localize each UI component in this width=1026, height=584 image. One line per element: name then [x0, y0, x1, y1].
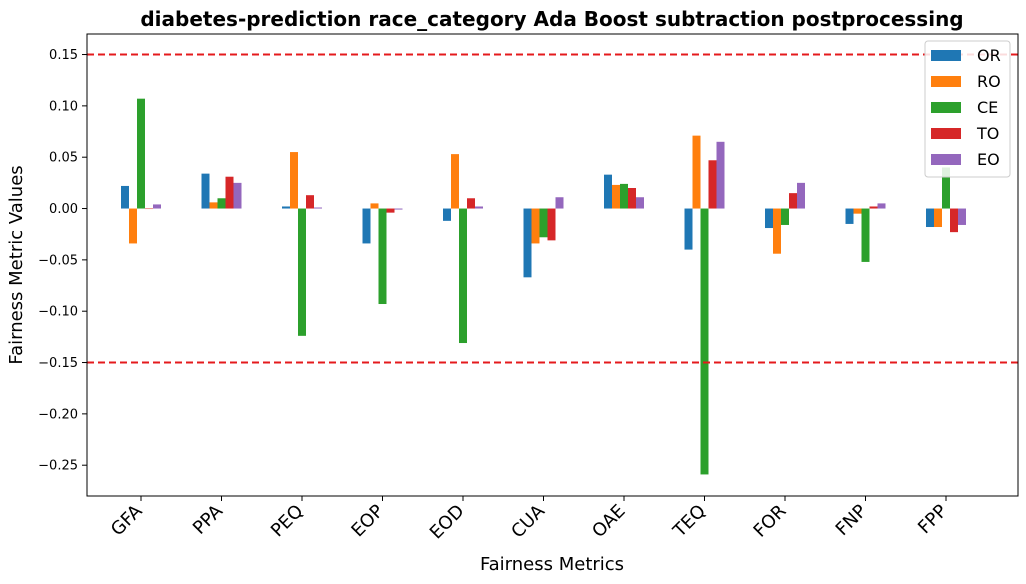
bar-or-fnp: [845, 208, 854, 224]
plot-area: −0.25 −0.20 −0.15 −0.10 −0.05 0.00 0.05 0.10 0.1…: [38, 48, 1018, 543]
bar-ro-oae: [612, 184, 620, 209]
bar-ro-fnp: [853, 208, 862, 214]
bar-to-fpp: [950, 208, 958, 233]
bar-ce-eod: [459, 208, 467, 344]
bar-to-oae: [628, 188, 636, 209]
bar-to-teq: [708, 160, 717, 209]
x-tick-label: PEQ: [267, 501, 308, 542]
bar-ce-gfa: [137, 98, 145, 209]
bar-or-fpp: [926, 208, 934, 228]
bar-or-gfa: [121, 185, 129, 209]
legend: OR RO CE TO EO: [924, 40, 1011, 178]
bar-ro-eod: [451, 154, 459, 209]
plot-frame: [86, 33, 1019, 497]
bar-ce-cua: [539, 208, 548, 238]
y-tick-label: −0.05: [38, 253, 78, 268]
bar-eo-cua: [555, 197, 564, 209]
bar-eo-fpp: [958, 208, 966, 225]
x-tick-label: FOR: [750, 501, 791, 542]
bar-eo-gfa: [153, 204, 161, 209]
bar-ce-fpp: [942, 167, 950, 209]
x-tick-label: PPA: [189, 500, 228, 539]
x-tick-label: OAE: [588, 501, 629, 542]
bar-ce-ppa: [217, 198, 226, 209]
y-axis-label: Fairness Metric Values: [6, 165, 27, 364]
bar-to-eop: [386, 208, 395, 213]
bar-to-fnp: [869, 206, 878, 209]
bar-to-eod: [467, 198, 475, 209]
bar-eo-ppa: [233, 182, 242, 209]
bar-to-for: [789, 193, 797, 209]
bar-ce-teq: [700, 208, 709, 475]
legend-label-eo: EO: [977, 150, 1000, 169]
bar-ce-eop: [378, 208, 387, 305]
bar-to-ppa: [225, 176, 234, 209]
bar-ce-fnp: [861, 208, 870, 262]
bar-or-ppa: [201, 173, 210, 209]
legend-label-ce: CE: [977, 98, 998, 117]
y-tick-label: −0.10: [38, 305, 78, 320]
y-tick-label: 0.15: [49, 48, 78, 63]
bar-or-for: [765, 208, 773, 229]
legend-swatch-ce: [931, 102, 961, 113]
bar-eo-eod: [475, 206, 483, 209]
bar-ro-gfa: [129, 208, 137, 244]
bar-eo-fnp: [877, 203, 886, 209]
y-tick-label: −0.20: [38, 407, 78, 422]
bar-or-cua: [523, 208, 532, 278]
bar-or-peq: [282, 206, 290, 209]
x-tick-label: EOP: [347, 501, 388, 542]
bar-to-cua: [547, 208, 556, 241]
legend-swatch-ro: [931, 76, 961, 87]
y-tick-label: 0.10: [49, 99, 78, 114]
legend-swatch-to: [931, 128, 961, 139]
chart-title: diabetes-prediction race_category Ada Bo…: [140, 7, 963, 31]
bar-to-peq: [306, 195, 314, 209]
legend-label-ro: RO: [977, 72, 1001, 91]
y-tick-label: −0.15: [38, 356, 78, 371]
y-tick-label: 0.05: [49, 151, 78, 166]
legend-swatch-eo: [931, 154, 961, 165]
bar-ce-peq: [298, 208, 306, 336]
bar-ro-cua: [531, 208, 540, 244]
bar-ro-peq: [290, 152, 298, 209]
bar-ce-oae: [620, 183, 628, 209]
bar-or-eod: [443, 208, 451, 221]
bar-or-teq: [684, 208, 693, 250]
bar-or-oae: [604, 174, 612, 209]
bar-eo-eop: [394, 208, 403, 210]
bar-eo-oae: [636, 197, 644, 209]
bar-ro-teq: [692, 135, 701, 209]
legend-box: [924, 40, 1011, 178]
x-tick-label: FNP: [832, 501, 871, 540]
bar-eo-teq: [716, 141, 725, 209]
legend-label-or: OR: [977, 46, 1001, 65]
bar-ro-fpp: [934, 208, 942, 228]
x-axis-label: Fairness Metrics: [480, 554, 624, 575]
bar-ro-for: [773, 208, 781, 254]
x-tick-label: CUA: [507, 500, 549, 542]
bar-or-eop: [362, 208, 371, 244]
bar-eo-peq: [314, 207, 322, 209]
x-tick-label: GFA: [107, 500, 147, 540]
legend-swatch-or: [931, 50, 961, 61]
y-tick-label: −0.25: [38, 459, 78, 474]
bar-ro-ppa: [209, 202, 218, 209]
y-tick-label: 0.00: [49, 202, 78, 217]
bar-ce-for: [781, 208, 789, 225]
bar-eo-for: [797, 182, 805, 209]
x-tick-label: TEQ: [669, 501, 710, 542]
x-tick-label: FPP: [914, 501, 952, 539]
x-tick-label: EOD: [426, 501, 469, 544]
bar-to-gfa: [145, 208, 153, 210]
legend-label-to: TO: [976, 124, 999, 143]
bar-ro-eop: [370, 203, 379, 209]
